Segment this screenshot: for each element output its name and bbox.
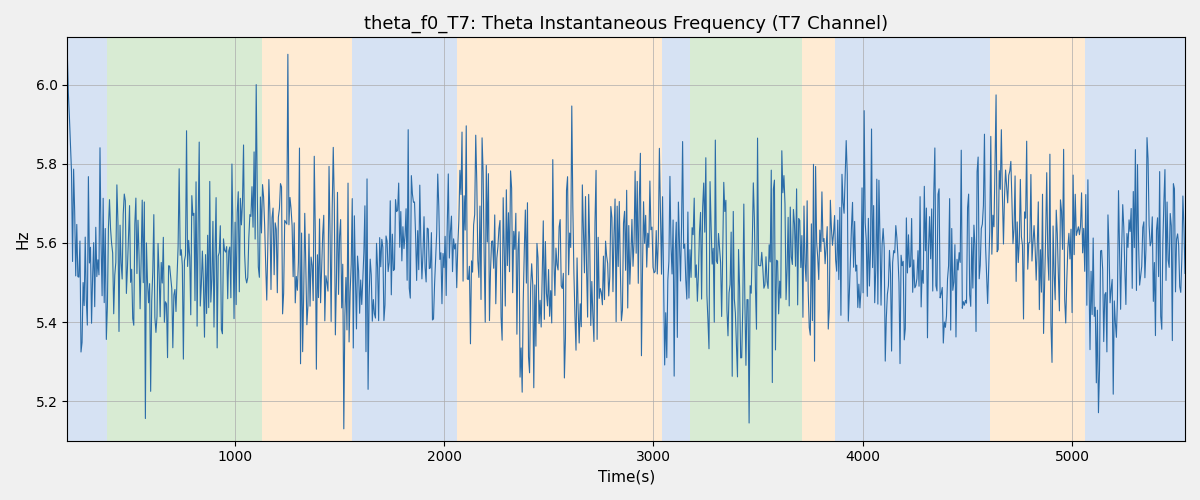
Bar xyxy=(1085,38,1186,440)
Bar xyxy=(352,38,456,440)
Bar xyxy=(456,38,661,440)
Bar xyxy=(690,38,802,440)
X-axis label: Time(s): Time(s) xyxy=(598,470,655,485)
Bar xyxy=(802,38,835,440)
Bar xyxy=(835,38,990,440)
Bar xyxy=(990,38,1085,440)
Bar xyxy=(262,38,352,440)
Bar xyxy=(661,38,690,440)
Title: theta_f0_T7: Theta Instantaneous Frequency (T7 Channel): theta_f0_T7: Theta Instantaneous Frequen… xyxy=(364,15,888,34)
Y-axis label: Hz: Hz xyxy=(16,230,30,249)
Bar xyxy=(107,38,262,440)
Bar xyxy=(67,38,107,440)
